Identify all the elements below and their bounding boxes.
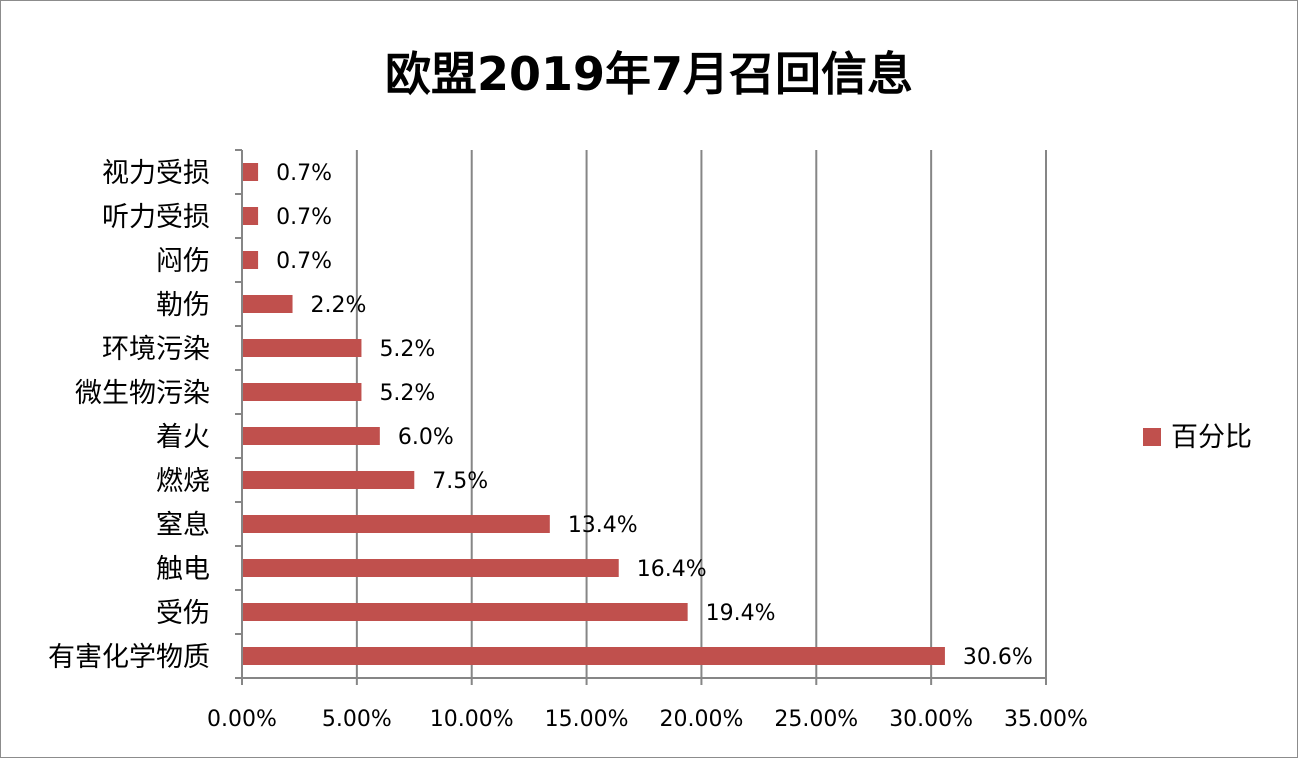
category-label: 微生物污染 (75, 378, 210, 409)
bar (243, 339, 362, 357)
legend-swatch (1143, 428, 1161, 446)
bars (243, 163, 945, 665)
data-label: 19.4% (706, 601, 776, 626)
legend: 百分比 (1143, 422, 1252, 453)
x-tick-label: 0.00% (207, 707, 277, 732)
data-label: 13.4% (568, 513, 638, 538)
data-label: 5.2% (379, 337, 435, 362)
x-tick-label: 20.00% (659, 707, 743, 732)
axes (235, 149, 1047, 685)
bar (243, 383, 362, 401)
data-label: 0.7% (276, 161, 332, 186)
category-label: 窒息 (156, 510, 210, 541)
bar (243, 295, 293, 313)
bar (243, 471, 415, 489)
bar (243, 251, 259, 269)
data-labels: 30.6% 19.4% 16.4% 13.4% 7.5% 6.0% 5.2% 5.2% 2.2%… (276, 161, 1033, 670)
x-tick-label: 10.00% (430, 707, 514, 732)
gridlines (355, 150, 1047, 678)
bar (243, 647, 945, 665)
category-label: 听力受损 (102, 202, 210, 233)
x-tick-labels: 0.00% 5.00% 10.00% 15.00% 20.00% 25.00% 30.00%… (207, 707, 1088, 732)
data-label: 0.7% (276, 249, 332, 274)
data-label: 0.7% (276, 205, 332, 230)
category-label: 勒伤 (156, 290, 210, 321)
data-label: 7.5% (432, 469, 488, 494)
category-labels: 有害化学物质 受伤 触电 窒息 燃烧 着火 微生物污染 环境污染 勒伤 闷伤 听力受损 视力受损 (48, 158, 210, 673)
bar (243, 603, 688, 621)
data-label: 30.6% (963, 645, 1033, 670)
category-label: 环境污染 (102, 334, 210, 365)
data-label: 5.2% (379, 381, 435, 406)
x-tick-label: 15.00% (545, 707, 629, 732)
category-label: 受伤 (156, 598, 210, 629)
data-label: 6.0% (398, 425, 454, 450)
category-label: 着火 (156, 422, 210, 453)
category-label: 触电 (156, 554, 210, 585)
bar (243, 559, 619, 577)
chart-title: 欧盟2019年7月召回信息 (385, 47, 913, 101)
category-label: 闷伤 (156, 246, 210, 277)
bar (243, 163, 259, 181)
bar (243, 515, 550, 533)
category-label: 燃烧 (156, 466, 210, 497)
category-label: 有害化学物质 (48, 642, 210, 673)
data-label: 2.2% (311, 293, 367, 318)
bar (243, 207, 259, 225)
category-label: 视力受损 (102, 158, 210, 189)
x-tick-label: 5.00% (322, 707, 392, 732)
data-label: 16.4% (637, 557, 707, 582)
x-tick-label: 35.00% (1004, 707, 1088, 732)
x-tick-label: 25.00% (774, 707, 858, 732)
x-tick-label: 30.00% (889, 707, 973, 732)
bar (243, 427, 380, 445)
legend-label: 百分比 (1171, 422, 1252, 453)
